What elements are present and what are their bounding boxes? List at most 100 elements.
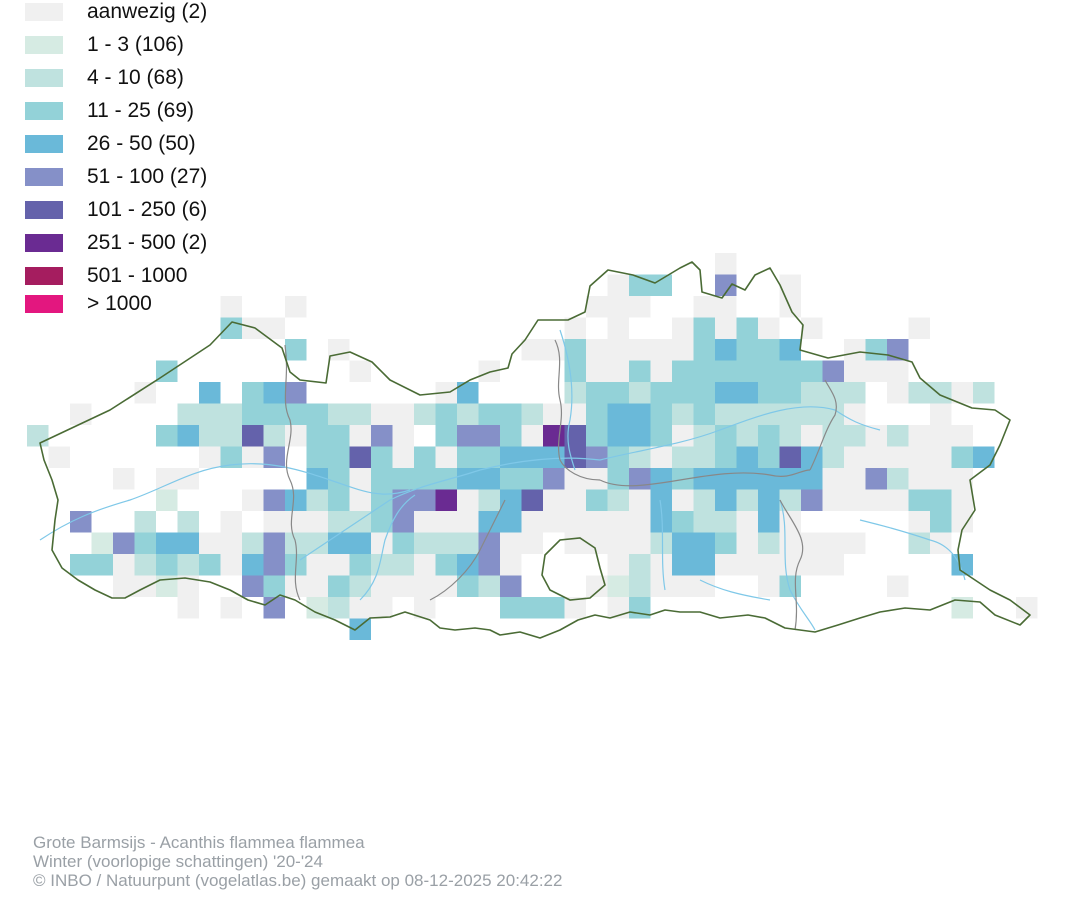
grid-cell: [951, 597, 973, 619]
grid-cell: [758, 575, 780, 597]
grid-cell: [349, 575, 371, 597]
grid-cell: [865, 425, 887, 447]
grid-cell: [650, 489, 672, 511]
grid-cell: [564, 532, 586, 554]
grid-cell: [865, 468, 887, 490]
credit-line: © INBO / Natuurpunt (vogelatlas.be) gema…: [33, 871, 563, 890]
legend-label: 1 - 3 (106): [87, 33, 184, 56]
grid-cell: [693, 446, 715, 468]
grid-cell: [801, 489, 823, 511]
grid-cell: [435, 425, 457, 447]
grid-cell: [607, 339, 629, 361]
grid-cell: [263, 446, 285, 468]
grid-cell: [607, 425, 629, 447]
grid-cell: [607, 403, 629, 425]
grid-cell: [715, 360, 737, 382]
grid-cell: [822, 382, 844, 404]
grid-cell: [328, 511, 350, 533]
grid-cell: [693, 360, 715, 382]
grid-cell: [650, 425, 672, 447]
enclave-outline: [541, 537, 606, 601]
grid-cell: [822, 554, 844, 576]
grid-cell: [779, 511, 801, 533]
grid-cell: [951, 382, 973, 404]
grid-cell: [457, 425, 479, 447]
grid-cell: [349, 446, 371, 468]
grid-cell: [758, 511, 780, 533]
grid-cell: [586, 511, 608, 533]
grid-cell: [801, 403, 823, 425]
grid-cell: [263, 532, 285, 554]
grid-cell: [629, 360, 651, 382]
grid-cell: [650, 403, 672, 425]
grid-cell: [779, 489, 801, 511]
grid-cell: [822, 532, 844, 554]
grid-cell: [371, 468, 393, 490]
grid-cell: [328, 597, 350, 619]
grid-cell: [500, 511, 522, 533]
province-borders: [284, 339, 837, 631]
grid-cell: [650, 360, 672, 382]
grid-cell: [371, 597, 393, 619]
grid-cell: [715, 274, 737, 296]
season-label: Winter (voorlopige schattingen) '20-'24: [33, 852, 323, 871]
grid-cell: [220, 597, 242, 619]
grid-cell: [672, 532, 694, 554]
grid-cell: [908, 532, 930, 554]
legend-swatch: [25, 135, 63, 153]
grid-cell: [672, 575, 694, 597]
grid-cell: [328, 554, 350, 576]
grid-cell: [177, 403, 199, 425]
grid-cell: [199, 532, 221, 554]
legend-label: 51 - 100 (27): [87, 165, 208, 188]
grid-cell: [564, 446, 586, 468]
grid-cell: [650, 446, 672, 468]
grid-cell: [715, 489, 737, 511]
grid-cell: [349, 360, 371, 382]
grid-cell: [349, 489, 371, 511]
legend-label: 26 - 50 (50): [87, 132, 196, 155]
province-border: [554, 339, 601, 481]
grid-cell: [414, 489, 436, 511]
grid-cell: [715, 296, 737, 318]
grid-cell: [242, 446, 264, 468]
province-border: [779, 499, 804, 631]
river: [299, 457, 601, 561]
grid-cell: [220, 532, 242, 554]
grid-cell: [930, 532, 952, 554]
grid-cell: [306, 554, 328, 576]
grid-cell: [414, 575, 436, 597]
grid-cell: [500, 403, 522, 425]
grid-cell: [328, 446, 350, 468]
grid-cell: [758, 360, 780, 382]
grid-cell: [951, 511, 973, 533]
grid-cell: [414, 403, 436, 425]
grid-cell: [951, 489, 973, 511]
grid-cell: [672, 511, 694, 533]
grid-cell: [736, 489, 758, 511]
grid-cell: [521, 532, 543, 554]
grid-cell: [607, 446, 629, 468]
grid-cell: [478, 425, 500, 447]
grid-cell: [586, 296, 608, 318]
grid-cell: [822, 489, 844, 511]
grid-cell: [865, 360, 887, 382]
grid-cell: [629, 296, 651, 318]
grid-cell: [349, 425, 371, 447]
grid-cell: [177, 554, 199, 576]
grid-cell: [822, 446, 844, 468]
grid-cell: [779, 360, 801, 382]
grid-cell: [607, 532, 629, 554]
grid-cell: [736, 532, 758, 554]
grid-cell: [758, 317, 780, 339]
grid-cell: [779, 446, 801, 468]
grid-cell: [478, 575, 500, 597]
grid-cell: [586, 468, 608, 490]
grid-cell: [564, 597, 586, 619]
legend-swatch: [25, 234, 63, 252]
grid-cell: [650, 554, 672, 576]
grid-cell: [822, 468, 844, 490]
grid-cell: [457, 511, 479, 533]
grid-cell: [177, 511, 199, 533]
grid-cell: [199, 382, 221, 404]
